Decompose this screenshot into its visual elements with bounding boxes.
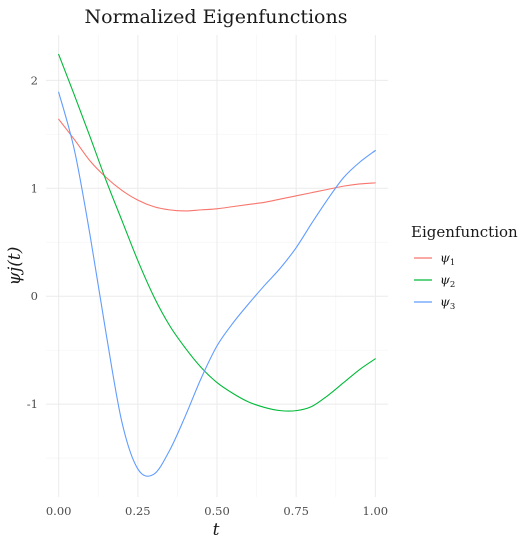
y-tick-label: -1 [27, 397, 38, 411]
x-axis-label: t [213, 520, 220, 540]
plot-grid [46, 35, 388, 497]
series-line-psi-1 [58, 118, 376, 212]
series-lines [58, 53, 376, 477]
x-tick-label: 1.00 [363, 504, 389, 518]
series-line-psi-3 [58, 91, 376, 477]
y-axis-ticks: -1 0 1 2 [27, 73, 38, 411]
y-tick-label: 1 [31, 181, 38, 195]
legend-label-psi-2: ψ2 [440, 272, 455, 290]
x-axis-ticks: 0.00 0.25 0.50 0.75 1.00 [46, 504, 388, 518]
legend-label-psi-1: ψ1 [440, 250, 455, 268]
x-tick-label: 0.75 [283, 504, 309, 518]
series-line-psi-2 [58, 53, 376, 412]
legend-title: Eigenfunction [411, 223, 518, 241]
x-tick-label: 0.00 [46, 504, 72, 518]
x-tick-label: 0.50 [204, 504, 230, 518]
y-axis-label: ψj(t) [5, 247, 25, 286]
y-tick-label: 0 [31, 289, 38, 303]
x-tick-label: 0.25 [125, 504, 151, 518]
legend-label-psi-3: ψ3 [440, 294, 455, 312]
y-tick-label: 2 [31, 73, 38, 87]
legend: Eigenfunction ψ1 ψ2 ψ3 [411, 223, 518, 312]
chart-title: Normalized Eigenfunctions [85, 6, 348, 28]
